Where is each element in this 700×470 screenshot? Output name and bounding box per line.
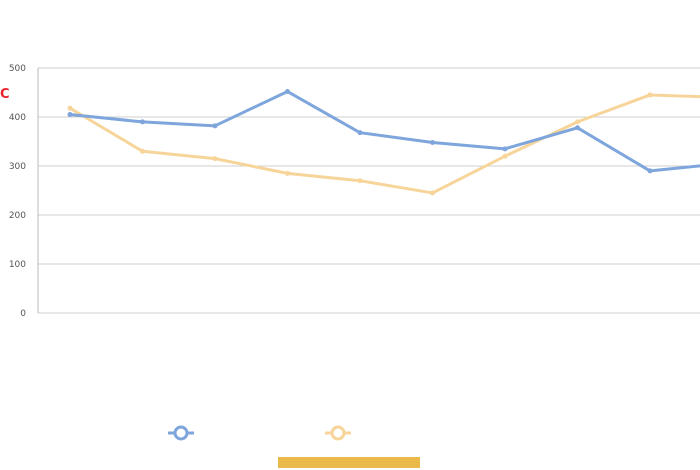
data-point: [575, 125, 580, 131]
data-point: [212, 156, 218, 162]
source-bar: [278, 457, 420, 468]
data-point: [285, 170, 290, 176]
data-point: [357, 130, 363, 136]
data-point: [430, 190, 435, 196]
y-tick-label: 400: [9, 113, 26, 123]
y-tick-label: 100: [9, 260, 26, 270]
series-line: [69, 93, 700, 195]
data-point: [430, 139, 435, 145]
red-corner-label: C: [0, 87, 10, 102]
legend: [168, 425, 351, 441]
y-tick-label: 300: [9, 162, 26, 172]
legend-marker: [173, 425, 189, 441]
data-point: [647, 92, 653, 98]
data-point: [357, 178, 363, 184]
data-point: [140, 119, 145, 125]
y-tick-label: 500: [9, 64, 26, 74]
data-point: [67, 112, 73, 118]
y-tick-label: 0: [20, 309, 26, 319]
y-axis-ticks: 500 400 300 200 100 0: [9, 64, 26, 319]
series-lines: [67, 89, 700, 196]
data-point: [212, 123, 218, 129]
data-point: [502, 153, 508, 159]
data-point: [647, 168, 653, 174]
data-point: [575, 119, 580, 125]
data-point: [140, 148, 145, 154]
legend-marker: [330, 425, 346, 441]
data-point: [67, 105, 73, 111]
data-point: [502, 146, 508, 152]
series-line: [69, 90, 700, 173]
y-tick-label: 200: [9, 211, 26, 221]
grid-lines: [37, 67, 700, 314]
data-point: [285, 89, 290, 95]
